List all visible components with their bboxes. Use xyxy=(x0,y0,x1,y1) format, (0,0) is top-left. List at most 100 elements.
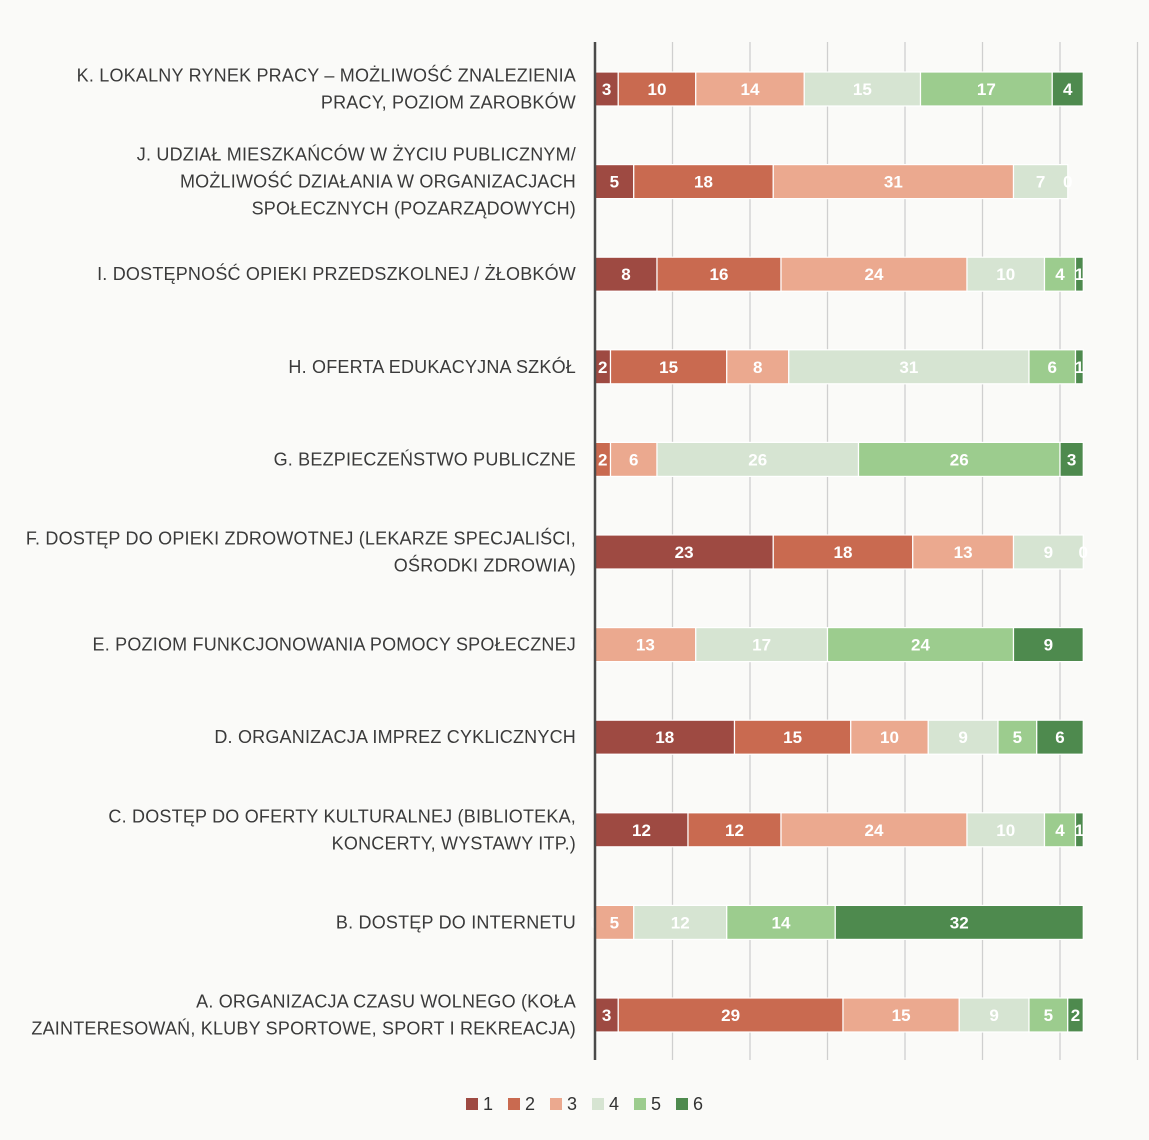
data-label: 24 xyxy=(911,636,930,655)
bar-segment xyxy=(726,904,836,941)
category-label: B. DOSTĘP DO INTERNETU xyxy=(336,912,576,932)
legend-swatch xyxy=(466,1098,478,1110)
data-label: 3 xyxy=(1067,450,1076,469)
legend-label: 3 xyxy=(567,1094,577,1114)
bar-segment xyxy=(1074,812,1084,848)
data-label: 2 xyxy=(598,358,607,377)
data-label: 18 xyxy=(655,728,674,747)
category-label: SPOŁECZNYCH (POZARZĄDOWYCH) xyxy=(252,199,576,219)
legend-label: 6 xyxy=(693,1094,703,1114)
bar-segment xyxy=(609,441,658,477)
bar-segment xyxy=(594,256,658,292)
data-label: 18 xyxy=(834,543,853,562)
category-label: A. ORGANIZACJA CZASU WOLNEGO (KOŁA xyxy=(196,992,576,1012)
data-label: 31 xyxy=(899,358,918,377)
data-label: 10 xyxy=(648,80,667,99)
category-label: J. UDZIAŁ MIESZKAŃCÓW W ŻYCIU PUBLICZNYM… xyxy=(137,144,576,165)
data-label: 24 xyxy=(865,265,884,284)
category-label: E. POZIOM FUNKCJONOWANIA POMOCY SPOŁECZN… xyxy=(93,635,576,655)
category-label: F. DOSTĘP DO OPIEKI ZDROWOTNEJ (LEKARZE … xyxy=(26,528,576,549)
bar-segment xyxy=(687,812,782,848)
data-label: 3 xyxy=(602,1006,611,1025)
data-label: 13 xyxy=(954,543,973,562)
bar-segment xyxy=(726,349,790,385)
category-label: OŚRODKI ZDROWIA) xyxy=(394,555,576,576)
legend-swatch xyxy=(592,1098,604,1110)
legend-label: 5 xyxy=(651,1094,661,1114)
bar-segment xyxy=(1012,164,1069,200)
data-label: 15 xyxy=(853,80,872,99)
data-label: 32 xyxy=(950,913,969,932)
data-label: 14 xyxy=(772,913,791,932)
data-label: 24 xyxy=(865,821,884,840)
data-label: 2 xyxy=(1071,1006,1080,1025)
data-label: 29 xyxy=(721,1006,740,1025)
data-label: 6 xyxy=(629,450,638,469)
data-label: 5 xyxy=(610,913,619,932)
data-label: 9 xyxy=(958,728,967,747)
legend: 1 2 3 4 5 6 xyxy=(466,1094,703,1114)
bar-segment xyxy=(594,719,736,755)
bar-segment xyxy=(733,719,852,755)
data-label: 26 xyxy=(748,450,767,469)
bar-segment xyxy=(1028,997,1069,1033)
bar-segment xyxy=(997,719,1038,755)
bar-segment xyxy=(617,71,697,107)
data-label: 18 xyxy=(694,173,713,192)
legend-label: 4 xyxy=(609,1094,619,1114)
category-label: MOŻLIWOŚĆ DZIAŁANIA W ORGANIZACJACH xyxy=(180,171,576,192)
data-label: 9 xyxy=(1044,636,1053,655)
category-label: ZAINTERESOWAŃ, KLUBY SPORTOWE, SPORT I R… xyxy=(31,1019,576,1039)
category-label: H. OFERTA EDUKACYJNA SZKÓŁ xyxy=(288,356,576,377)
bar-segment xyxy=(788,349,1030,385)
bar-segment xyxy=(1012,534,1084,570)
data-label: 4 xyxy=(1055,265,1065,284)
bar-segment xyxy=(834,904,1084,941)
category-label: PRACY, POZIOM ZAROBKÓW xyxy=(321,92,576,113)
data-label: 12 xyxy=(671,913,690,932)
bar-segment xyxy=(1067,997,1084,1033)
data-label: 8 xyxy=(753,358,762,377)
data-label: 31 xyxy=(884,173,903,192)
data-label: 1 xyxy=(1075,265,1084,284)
bar-segment xyxy=(594,534,774,570)
bar-segment xyxy=(780,812,968,848)
category-labels: K. LOKALNY RYNEK PRACY – MOŻLIWOŚĆ ZNALE… xyxy=(26,65,576,1039)
legend-swatch xyxy=(508,1098,520,1110)
data-label: 17 xyxy=(977,80,996,99)
bar-segment xyxy=(1059,441,1084,477)
bar-segment xyxy=(1028,349,1077,385)
data-label: 4 xyxy=(1055,821,1065,840)
bar-segment xyxy=(1051,71,1084,107)
data-label: 15 xyxy=(783,728,802,747)
bar-segment xyxy=(1074,256,1084,292)
bar-segment xyxy=(857,441,1061,477)
legend-label: 2 xyxy=(525,1094,535,1114)
bar-segment xyxy=(1036,719,1084,755)
legend-swatch xyxy=(634,1098,646,1110)
category-label: C. DOSTĘP DO OFERTY KULTURALNEJ (BIBLIOT… xyxy=(108,806,576,826)
data-label: 10 xyxy=(880,728,899,747)
legend-swatch xyxy=(676,1098,688,1110)
data-label: 17 xyxy=(752,636,771,655)
data-label: 1 xyxy=(1075,821,1084,840)
data-label: 14 xyxy=(741,80,760,99)
data-label: 0 xyxy=(1063,173,1072,192)
data-label: 7 xyxy=(1036,173,1045,192)
data-label: 4 xyxy=(1063,80,1073,99)
data-label: 10 xyxy=(996,265,1015,284)
data-label: 3 xyxy=(602,80,611,99)
data-label: 8 xyxy=(621,265,630,284)
data-label: 15 xyxy=(659,358,678,377)
bar-segment xyxy=(633,904,728,941)
category-label: KONCERTY, WYSTAWY ITP.) xyxy=(332,833,576,853)
bar-segment xyxy=(1043,812,1077,848)
bar-segment xyxy=(633,164,774,200)
data-label: 23 xyxy=(675,543,694,562)
legend-label: 1 xyxy=(483,1094,493,1114)
bar-segment xyxy=(1074,349,1084,385)
bar-segment xyxy=(958,997,1030,1033)
data-label: 15 xyxy=(892,1006,911,1025)
data-label: 1 xyxy=(1075,358,1084,377)
